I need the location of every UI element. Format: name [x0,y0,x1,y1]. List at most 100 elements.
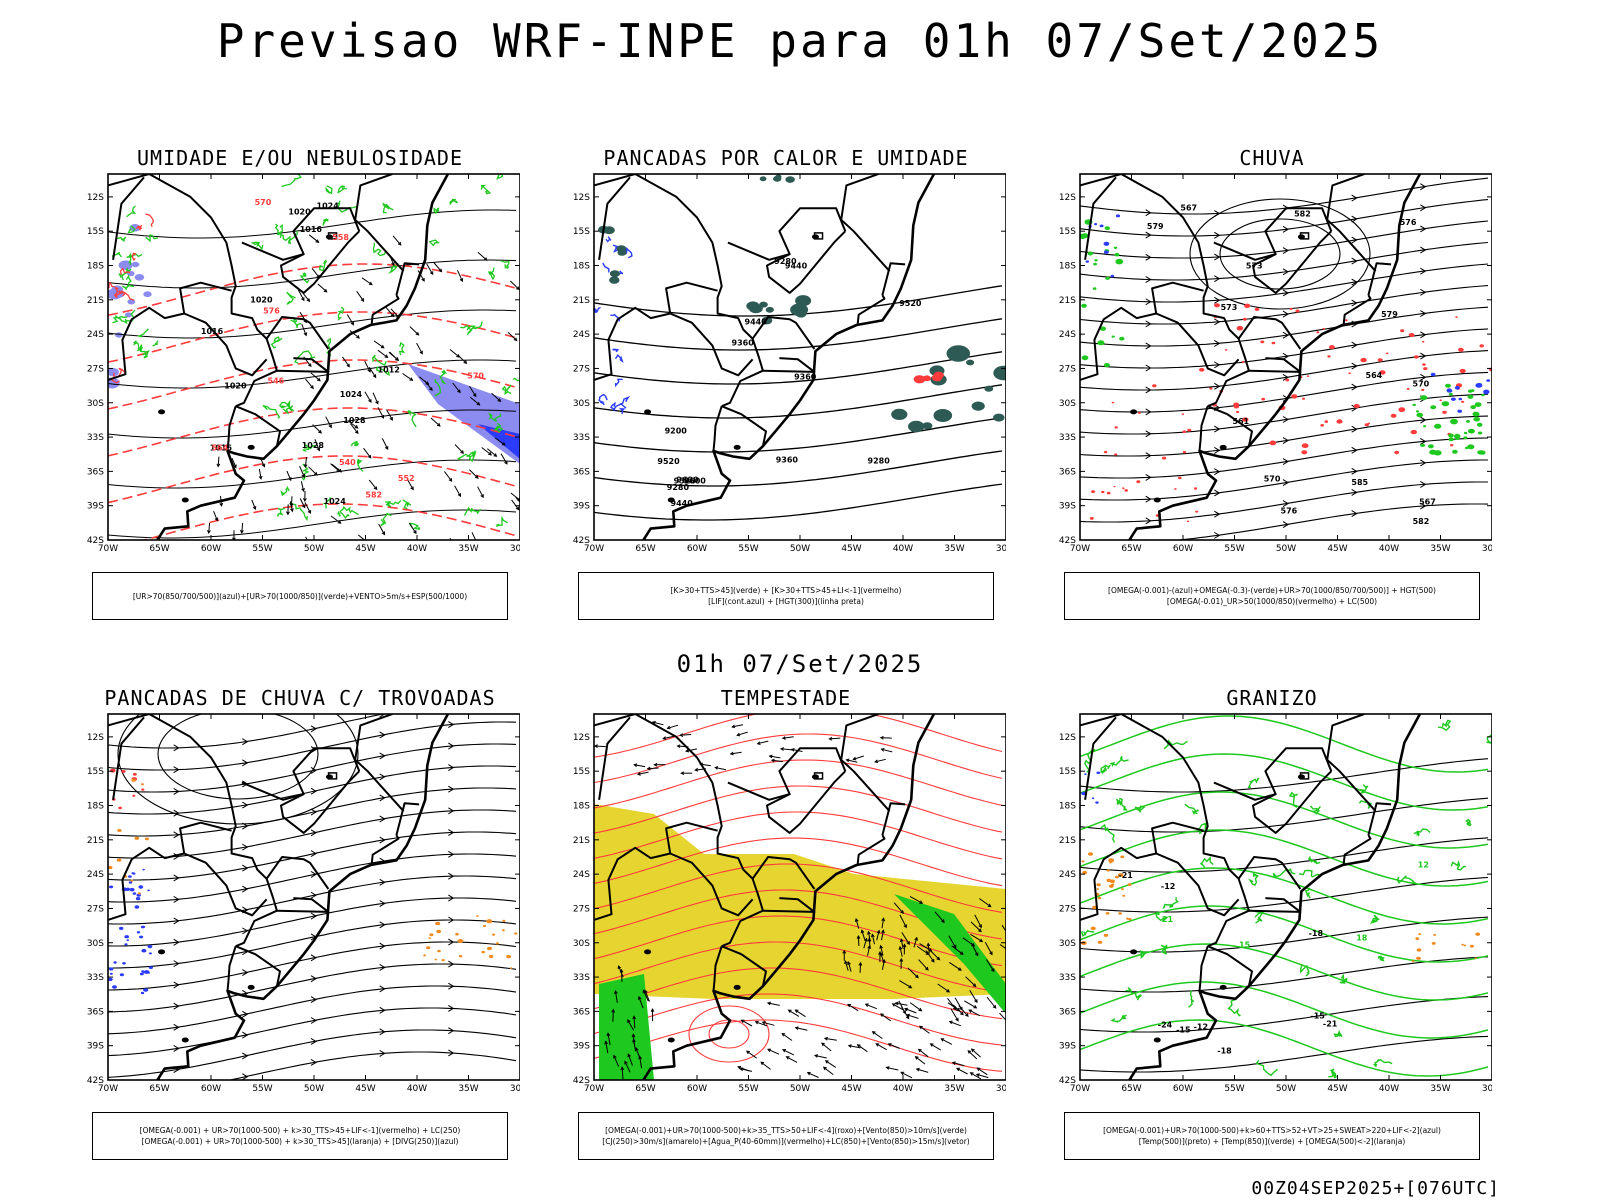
streamline-arrow [448,850,455,858]
shade-cell [1322,327,1326,330]
streamline-arrow [1351,257,1358,265]
water-body [1219,984,1227,990]
wind-vector [958,1005,969,1017]
streamline-arrow [1145,253,1152,261]
wind-arrowhead [301,504,306,509]
wind-arrowhead [822,1066,827,1071]
shade-cell [1291,394,1298,399]
border-line [226,405,237,451]
shade-cell [1385,352,1389,355]
lat-label: 39S [573,502,590,512]
lon-label: 45W [1327,544,1347,554]
contour-fragment [1255,1059,1278,1077]
shade-cell [1316,331,1320,334]
wind-arrowhead [955,1017,959,1022]
contour-line [1080,371,1489,413]
shade-cell [993,365,1006,381]
forecast-date: 01h 07/Set/2025 [676,650,924,678]
contour-line [594,785,1003,834]
wind-vector [607,1033,611,1046]
lat-label: 33S [87,973,104,983]
shade-cell [1091,797,1095,800]
shade-cell [765,306,774,313]
wind-arrowhead [992,1005,997,1009]
lat-label: 12S [87,733,104,743]
wind-vector [386,409,393,421]
wind-arrowhead [925,966,929,971]
shade-cell [1416,948,1422,952]
streamline-arrow [1351,489,1358,496]
lat-label: 12S [573,733,590,743]
streamline-arrow [310,1059,317,1066]
wind-arrowhead [375,400,379,405]
wind-vector [402,373,413,381]
wind-arrowhead [731,724,736,729]
shade-cell [147,889,150,892]
wind-vector [979,898,991,908]
shade-cell [1394,450,1400,455]
shade-cell [1306,375,1310,377]
contour-line [594,384,1003,419]
shade-cell [1110,274,1115,278]
shade-cell [1416,956,1421,960]
wind-arrowhead [303,332,308,337]
shade-cell [1193,487,1198,490]
upper-circulation [117,714,359,825]
streamline-arrow [310,725,317,733]
wind-arrowhead [316,377,321,382]
shade-cell [118,806,122,810]
lon-label: 30W [996,1084,1006,1094]
wind-vector [642,989,649,1002]
shade-cell [1295,309,1300,313]
border-line [1198,945,1209,991]
contour-fragment [294,350,316,364]
wind-arrowhead [438,268,443,273]
wind-vector [875,1043,887,1051]
lat-label: 12S [573,193,590,203]
shade-cell [138,885,144,889]
streamline-arrow [1351,215,1358,223]
contour-fragment [126,205,137,218]
wind-vector [357,534,366,540]
lat-label: 30S [87,939,104,949]
shade-cell [131,778,136,782]
streamline-arrow [1214,425,1221,433]
wind-vector [364,360,371,373]
shade-cell [1406,387,1410,390]
streamline-arrow [1214,361,1221,369]
streamline-arrow [173,938,180,946]
wind-vector [652,721,664,726]
shade-cell [502,929,505,932]
wind-arrowhead [310,385,314,390]
shade-cell [1080,233,1087,239]
wind-arrowhead [914,936,918,941]
border-line [727,241,790,261]
lon-label: 50W [304,544,324,554]
contour-line [1080,350,1489,391]
contour-fragment [1333,1029,1343,1038]
contour-line [1080,263,1489,303]
contour-fragment [457,450,476,461]
wind-vector [930,1043,942,1051]
shade-cell [1457,409,1462,413]
streamline-arrow [1145,495,1152,503]
streamline-arrow [1145,364,1152,372]
border-line [1084,716,1117,800]
contour-fragment [1272,867,1296,878]
shade-cell [971,401,985,411]
wind-arrowhead [662,736,667,740]
wind-arrowhead [515,286,520,291]
wind-vector [620,969,623,982]
streamline-arrow [448,938,455,946]
storm-red [110,768,145,810]
wind-arrowhead [415,331,420,336]
lat-label: 39S [1059,1042,1076,1052]
wind-vector [757,740,769,745]
shade-cell [1474,957,1477,959]
wind-vector [634,764,646,768]
legend-line: [Temp(500)](preto) + [Temp(850)](verde) … [1138,1137,1406,1146]
contour-fragment [614,353,624,363]
border-line [183,312,268,377]
shade-cell [143,988,149,992]
lon-label: 65W [635,544,655,554]
